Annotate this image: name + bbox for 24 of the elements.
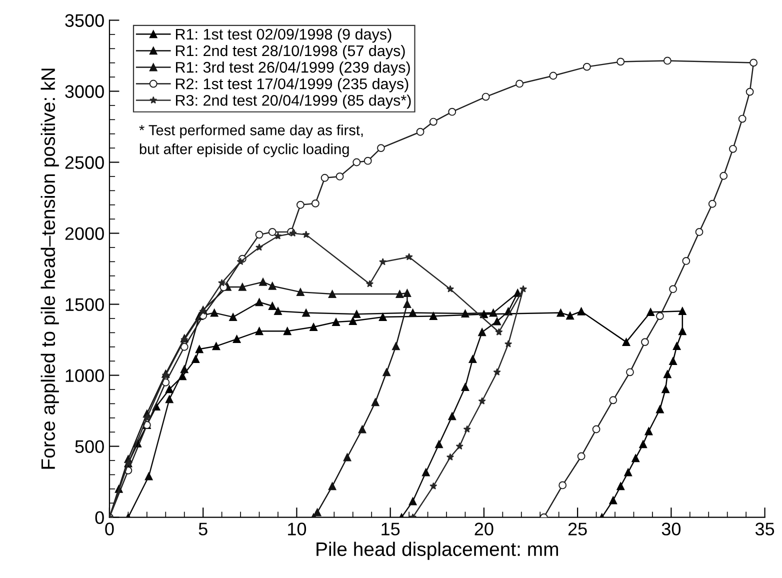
y-tick-label: 2500 [65,156,104,169]
y-tick-label: 500 [75,440,104,454]
x-tick-label: 20 [474,522,494,536]
legend-label: R1: 2nd test 28/10/1998 (57 days) [176,44,405,60]
y-tick-label: 1500 [66,298,104,311]
legend-label: R2: 1st test 17/04/1999 (235 days) [176,78,408,92]
x-tick-label: 35 [755,522,774,536]
y-tick-label: 3000 [65,85,104,98]
legend-label: R1: 1st test 02/09/1998 (9 days) [176,28,392,43]
x-tick-label: 0 [105,522,114,536]
x-tick-label: 25 [568,522,587,536]
annotation: * Test performed same day as first, but after episide of cyclic loading [139,124,363,158]
x-tick-label: 10 [288,522,306,536]
legend-label: R1: 3rd test 26/04/1999 (239 days) [176,62,410,76]
y-tick-label: 1000 [66,369,104,382]
y-tick-label: 0 [95,511,104,524]
y-axis-title: Force applied to pile head–tension positive: kN [40,68,59,469]
legend-label: R3: 2nd test 20/04/1999 (85 days*) [176,94,411,109]
x-tick-label: 15 [382,522,400,536]
x-axis-title: Pile head displacement: mm [316,542,558,560]
x-tick-label: 30 [662,522,681,536]
x-tick-label: 5 [198,522,208,536]
y-tick-label: 2000 [65,227,104,240]
y-tick-label: 3500 [65,14,104,27]
